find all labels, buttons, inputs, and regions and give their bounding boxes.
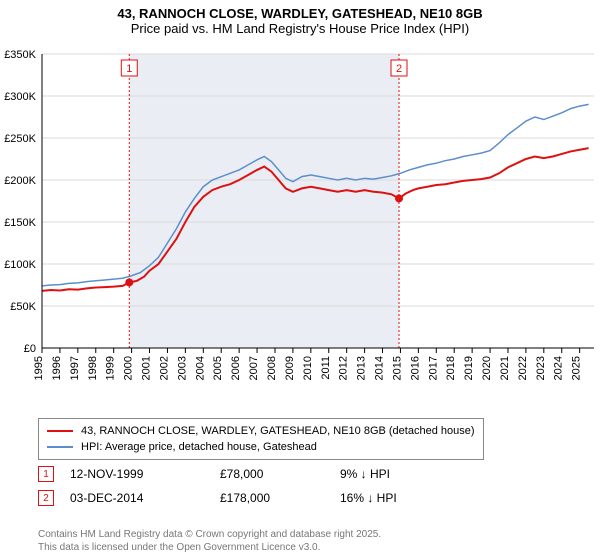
svg-text:2014: 2014 [374, 356, 386, 380]
svg-text:2021: 2021 [499, 356, 511, 380]
svg-text:1: 1 [126, 63, 132, 75]
svg-text:2003: 2003 [176, 356, 188, 380]
sale-date: 12-NOV-1999 [70, 467, 220, 481]
svg-text:2000: 2000 [123, 356, 135, 380]
chart-header: 43, RANNOCH CLOSE, WARDLEY, GATESHEAD, N… [0, 0, 600, 36]
svg-text:1999: 1999 [105, 356, 117, 380]
svg-text:2: 2 [396, 63, 402, 75]
legend: 43, RANNOCH CLOSE, WARDLEY, GATESHEAD, N… [38, 418, 484, 460]
svg-text:£250K: £250K [4, 133, 36, 145]
svg-text:2022: 2022 [517, 356, 529, 380]
sale-marker-row: 1 12-NOV-1999 £78,000 9% ↓ HPI [38, 462, 460, 486]
legend-swatch [47, 430, 73, 432]
svg-text:£200K: £200K [4, 175, 36, 187]
legend-row: HPI: Average price, detached house, Gate… [47, 439, 475, 455]
svg-text:2008: 2008 [266, 356, 278, 380]
svg-text:2013: 2013 [356, 356, 368, 380]
svg-text:2020: 2020 [481, 356, 493, 380]
sale-price: £78,000 [220, 467, 340, 481]
legend-label: 43, RANNOCH CLOSE, WARDLEY, GATESHEAD, N… [81, 425, 475, 437]
chart-title-address: 43, RANNOCH CLOSE, WARDLEY, GATESHEAD, N… [0, 6, 600, 21]
sale-date: 03-DEC-2014 [70, 491, 220, 505]
svg-text:2023: 2023 [535, 356, 547, 380]
svg-text:2016: 2016 [409, 356, 421, 380]
svg-text:2025: 2025 [571, 356, 583, 380]
svg-text:1996: 1996 [51, 356, 63, 380]
svg-text:£300K: £300K [4, 91, 36, 103]
legend-row: 43, RANNOCH CLOSE, WARDLEY, GATESHEAD, N… [47, 423, 475, 439]
marker-badge-icon: 1 [38, 466, 54, 482]
svg-text:1995: 1995 [33, 356, 45, 380]
svg-text:2019: 2019 [463, 356, 475, 380]
sale-price: £178,000 [220, 491, 340, 505]
svg-text:1997: 1997 [69, 356, 81, 380]
svg-text:2001: 2001 [141, 356, 153, 380]
svg-text:£100K: £100K [4, 259, 36, 271]
legend-label: HPI: Average price, detached house, Gate… [81, 441, 317, 453]
svg-text:£350K: £350K [4, 49, 36, 61]
svg-text:2004: 2004 [194, 356, 206, 380]
footer-line: This data is licensed under the Open Gov… [38, 542, 381, 555]
chart-subtitle: Price paid vs. HM Land Registry's House … [0, 21, 600, 36]
attribution-footer: Contains HM Land Registry data © Crown c… [38, 529, 381, 554]
marker-badge-icon: 2 [38, 490, 54, 506]
sale-vs-hpi: 9% ↓ HPI [340, 467, 460, 481]
svg-text:2018: 2018 [445, 356, 457, 380]
footer-line: Contains HM Land Registry data © Crown c… [38, 529, 381, 542]
svg-text:2002: 2002 [158, 356, 170, 380]
svg-text:2012: 2012 [338, 356, 350, 380]
svg-text:2010: 2010 [302, 356, 314, 380]
sale-markers-table: 1 12-NOV-1999 £78,000 9% ↓ HPI 2 03-DEC-… [38, 462, 460, 510]
svg-text:2024: 2024 [553, 356, 565, 380]
sale-marker-row: 2 03-DEC-2014 £178,000 16% ↓ HPI [38, 486, 460, 510]
sale-vs-hpi: 16% ↓ HPI [340, 491, 460, 505]
price-chart: £0 £50K £100K £150K £200K £250K £300K £350K 1995… [0, 48, 600, 408]
svg-text:£50K: £50K [10, 301, 36, 313]
svg-text:2007: 2007 [248, 356, 260, 380]
svg-text:2005: 2005 [212, 356, 224, 380]
svg-text:2009: 2009 [284, 356, 296, 380]
svg-text:1998: 1998 [87, 356, 99, 380]
svg-text:2017: 2017 [427, 356, 439, 380]
svg-text:2006: 2006 [230, 356, 242, 380]
legend-swatch [47, 446, 73, 448]
svg-text:2011: 2011 [320, 356, 332, 380]
svg-text:2015: 2015 [391, 356, 403, 380]
svg-text:£150K: £150K [4, 217, 36, 229]
svg-text:£0: £0 [24, 343, 36, 355]
